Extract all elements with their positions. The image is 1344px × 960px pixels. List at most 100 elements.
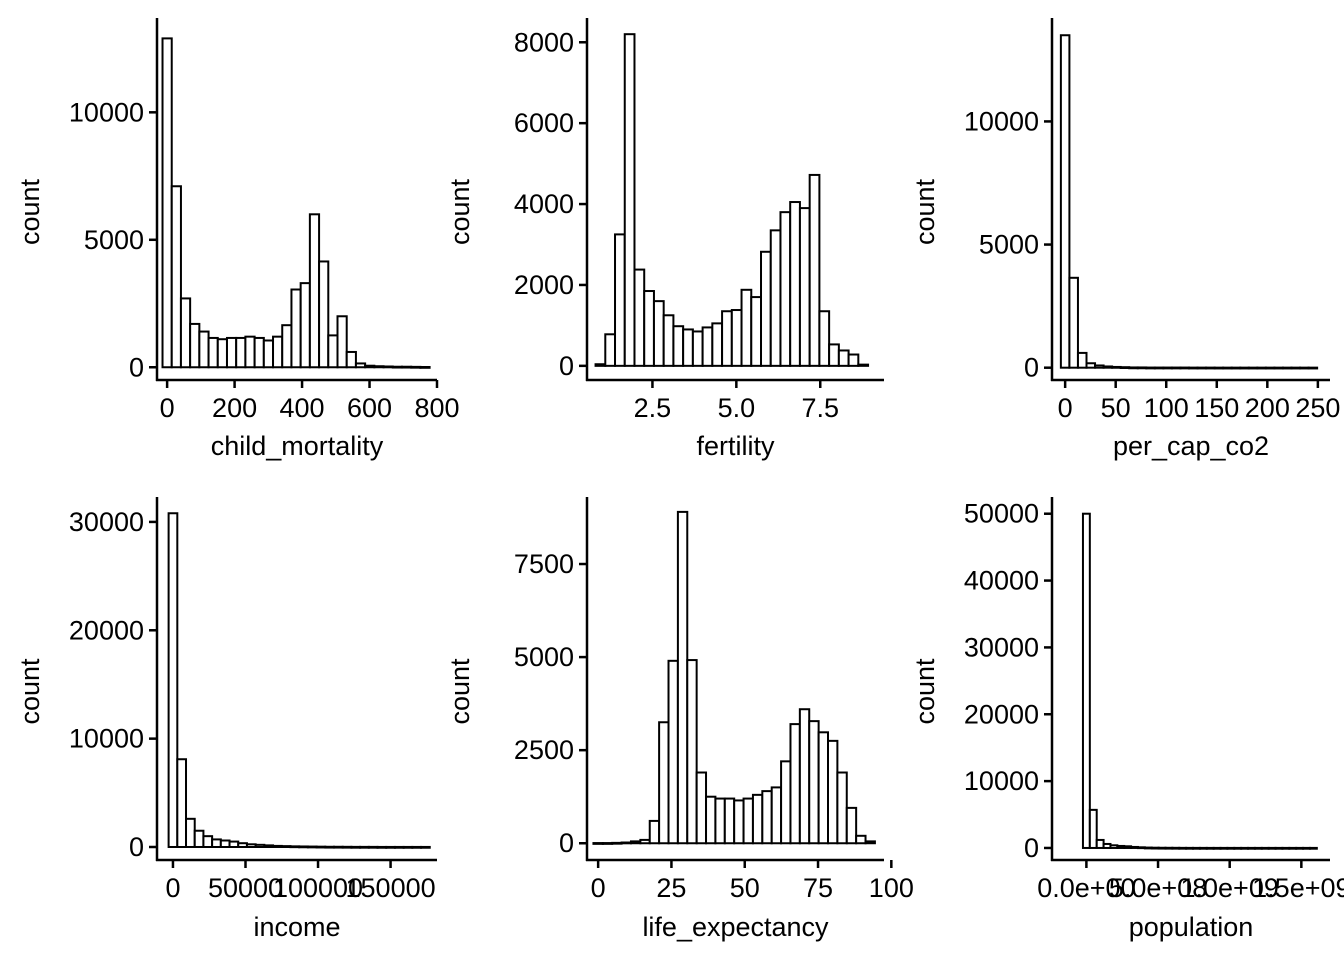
y-tick-label: 6000 bbox=[514, 108, 574, 138]
histogram-bar bbox=[1119, 366, 1131, 369]
histogram-bar bbox=[1136, 366, 1148, 370]
histogram-bar bbox=[705, 795, 717, 845]
y-tick-label: 0 bbox=[559, 351, 574, 381]
histogram-bar bbox=[1170, 366, 1182, 370]
histogram-bar bbox=[733, 799, 745, 845]
histogram-bar bbox=[170, 185, 182, 369]
histogram-bar bbox=[701, 326, 714, 367]
histogram-bar bbox=[827, 739, 839, 845]
histogram-bar bbox=[1196, 366, 1208, 370]
histogram-bar bbox=[1143, 846, 1153, 850]
histogram-bar bbox=[1095, 838, 1105, 849]
histogram-bar bbox=[290, 288, 302, 369]
histogram-bar bbox=[857, 363, 870, 367]
histogram-bar bbox=[1260, 846, 1270, 850]
x-tick-label: 200 bbox=[1245, 393, 1290, 423]
x-tick-label: 0 bbox=[165, 873, 180, 903]
x-tick-label: 1.0e+09 bbox=[1181, 873, 1279, 903]
histogram-bar bbox=[376, 845, 388, 849]
histogram-bar bbox=[1205, 366, 1216, 370]
histogram-bar bbox=[263, 844, 275, 848]
y-tick-label: 2500 bbox=[514, 735, 574, 765]
y-tick-label: 0 bbox=[1024, 353, 1039, 383]
x-tick-label: 600 bbox=[347, 393, 392, 423]
histogram-bar bbox=[837, 349, 850, 367]
histogram-bar bbox=[592, 842, 604, 845]
histogram-bar bbox=[385, 845, 396, 849]
histogram-bar bbox=[1233, 846, 1243, 850]
histogram-bar bbox=[202, 835, 214, 848]
histogram-bar bbox=[1150, 846, 1160, 850]
histogram-panel-population: 0 10000 20000 30000 40000 50000 0.0e+005.0e+08… bbox=[910, 497, 1344, 942]
histogram-bar bbox=[1290, 366, 1302, 370]
histogram-panel-fertility: 0 2000 4000 6000 8000 2.5 5.0 7.5 fertility count bbox=[445, 18, 884, 461]
x-axis-title: life_expectancy bbox=[642, 912, 829, 942]
histogram-bar bbox=[354, 362, 367, 369]
histogram-bar bbox=[723, 797, 736, 845]
histogram-bar bbox=[253, 336, 265, 369]
y-tick-label: 0 bbox=[559, 828, 574, 858]
histogram-bar bbox=[672, 325, 685, 367]
histogram-bar bbox=[272, 335, 284, 369]
histogram-bar bbox=[244, 335, 256, 369]
histogram-bar bbox=[1094, 364, 1105, 369]
histogram-bar bbox=[315, 845, 327, 849]
x-tick-label: 250 bbox=[1295, 393, 1340, 423]
histogram-bar bbox=[420, 845, 431, 849]
histogram-bar bbox=[695, 771, 708, 845]
histogram-bar bbox=[643, 290, 655, 367]
histogram-bar bbox=[682, 328, 694, 367]
x-tick-label: 100 bbox=[869, 873, 914, 903]
x-tick-label: 150 bbox=[1194, 393, 1239, 423]
histogram-bar bbox=[730, 309, 743, 367]
histogram-bar bbox=[1299, 366, 1310, 370]
histogram-bar bbox=[1123, 845, 1133, 849]
histogram-bar bbox=[750, 296, 763, 367]
y-tick-label: 20000 bbox=[69, 615, 144, 645]
x-axis-title: fertility bbox=[696, 431, 775, 461]
x-tick-label: 5.0 bbox=[718, 393, 756, 423]
x-tick-label: 0 bbox=[160, 393, 175, 423]
histogram-bar bbox=[845, 806, 858, 845]
histogram-bar bbox=[1219, 846, 1229, 850]
histogram-bar bbox=[711, 322, 724, 367]
histogram-bar bbox=[789, 723, 801, 845]
histogram-bar bbox=[639, 838, 651, 845]
histogram-bar bbox=[382, 365, 394, 369]
histogram-bar bbox=[1109, 844, 1119, 849]
x-tick-label: 0.0e+00 bbox=[1037, 873, 1135, 903]
y-tick-label: 10000 bbox=[964, 766, 1039, 796]
y-tick-label: 8000 bbox=[514, 27, 574, 57]
histogram-bar bbox=[306, 845, 318, 849]
x-tick-label: 50 bbox=[1101, 393, 1131, 423]
histogram-bar bbox=[1192, 846, 1201, 850]
x-tick-label: 100000 bbox=[273, 873, 363, 903]
histogram-bar bbox=[281, 324, 293, 369]
histogram-bar bbox=[629, 840, 642, 845]
histogram-bar bbox=[161, 37, 173, 369]
histogram-bar bbox=[760, 250, 772, 367]
histogram-bar bbox=[1274, 846, 1284, 850]
histogram-bar bbox=[289, 845, 301, 849]
histogram-bar bbox=[179, 297, 192, 369]
histogram-bar bbox=[280, 845, 292, 849]
histogram-bar bbox=[620, 841, 632, 845]
histogram-bar bbox=[189, 322, 201, 369]
y-axis-title: count bbox=[910, 658, 940, 725]
histogram-bar bbox=[1281, 366, 1293, 370]
histogram-bar bbox=[1226, 846, 1236, 850]
histogram-bar bbox=[691, 330, 704, 367]
histogram-bar bbox=[1302, 846, 1311, 850]
x-tick-label: 7.5 bbox=[801, 393, 839, 423]
histogram-bar bbox=[1088, 808, 1098, 849]
histogram-bar bbox=[652, 300, 665, 367]
histogram-panel-child-mortality: 0 5000 10000 0 200 400 600 800 child_mortality co… bbox=[15, 18, 460, 461]
histogram-bar bbox=[1164, 846, 1174, 850]
histogram-bar bbox=[817, 731, 829, 845]
x-tick-label: 0 bbox=[591, 873, 606, 903]
histogram-panel-per-cap-co2: 0 5000 10000 0 50 100 150 200 250 per_cap_co2 coun… bbox=[910, 18, 1340, 461]
y-tick-label: 5000 bbox=[979, 230, 1039, 260]
histogram-bar bbox=[818, 310, 831, 367]
histogram-bar bbox=[419, 366, 431, 369]
